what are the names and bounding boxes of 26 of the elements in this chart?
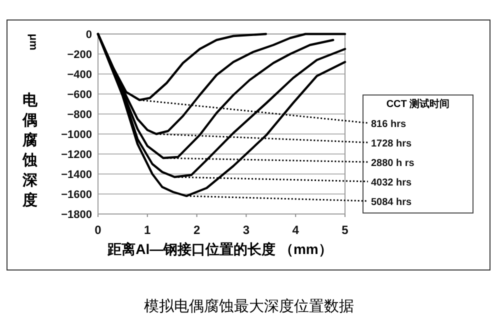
text: μm — [27, 34, 39, 50]
y-tick-label: −1200 — [61, 149, 92, 161]
y-tick-label: −600 — [67, 89, 92, 101]
y-tick-label: −1600 — [61, 189, 92, 201]
y-axis-title: 电偶腐蚀深度 — [22, 92, 38, 209]
text: 2880 h rs — [371, 158, 415, 169]
y-tick-label: −800 — [67, 109, 92, 121]
y-tick-label: −1000 — [61, 129, 92, 141]
y-tick-label: −400 — [67, 69, 92, 81]
text: 模拟电偶腐蚀最大深度位置数据 — [144, 298, 354, 315]
x-tick-label: 4 — [292, 223, 300, 237]
x-tick-label: 2 — [193, 223, 200, 237]
text: 5084 hrs — [371, 197, 412, 208]
x-tick-label: 5 — [342, 223, 349, 237]
legend-title: CCT 测试时间 — [386, 98, 450, 110]
y-tick-label: −1800 — [61, 209, 92, 221]
text: 816 hrs — [371, 119, 406, 130]
y-tick-label: −1400 — [61, 169, 92, 181]
y-tick-label: −200 — [67, 49, 92, 61]
text: 1728 hrs — [371, 138, 412, 150]
x-tick-label: 1 — [144, 223, 152, 237]
text: 4032 hrs — [371, 178, 412, 188]
x-tick-label: 3 — [242, 223, 250, 237]
y-tick-label: 0 — [86, 29, 92, 41]
x-axis-title: 距离Al—钢接口位置的长度 （mm） — [106, 241, 332, 257]
x-tick-label: 0 — [94, 223, 102, 237]
